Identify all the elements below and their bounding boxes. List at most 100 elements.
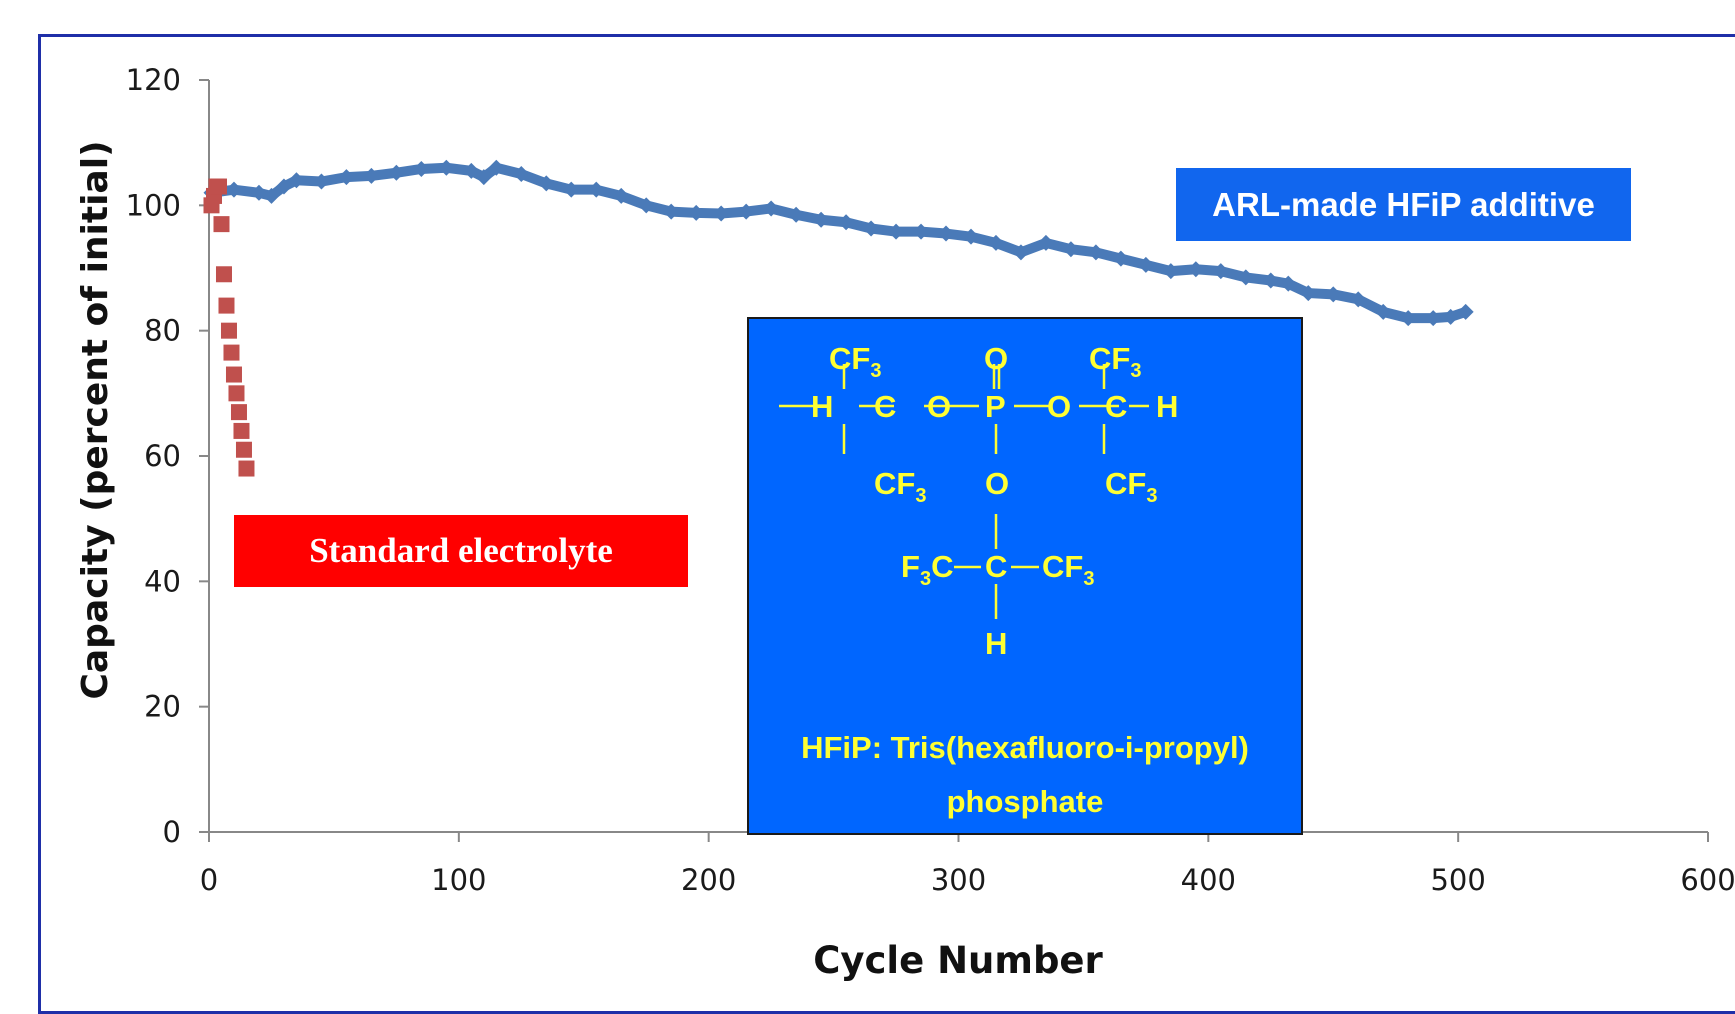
molecule-structure: CF3 O CF3 H C O P O C H CF3 O CF3 F3C C … [779,341,1178,661]
hfip-data-point [1037,234,1054,251]
standard-data-point [210,178,227,195]
atom-c-left: C [874,389,896,424]
hfip-data-point [388,164,405,181]
atom-c-right: C [1105,389,1127,424]
hfip-data-point [438,159,455,176]
hfip-data-point [1212,263,1229,280]
x-axis-title: Cycle Number [813,939,1103,982]
hfip-data-point [263,187,280,204]
molecule-caption-line1: HFiP: Tris(hexafluoro-i-propyl) [801,730,1249,765]
standard-data-point [228,385,245,402]
atom-cf3-top-left: CF [829,341,870,376]
y-tick-label: 0 [163,815,181,849]
hfip-data-point [1280,275,1297,292]
hfip-data-point [1350,291,1367,308]
atom-c-of-f3c: C [931,549,953,584]
atom-h-right: H [1156,389,1178,424]
hfip-data-point [288,172,305,189]
hfip-data-point [1300,285,1317,302]
hfip-data-point [788,206,805,223]
hfip-data-point [838,214,855,231]
hfip-data-point [488,159,505,176]
atom-subscript: 3 [870,360,881,382]
standard-data-point [235,441,252,458]
hfip-data-point [250,184,267,201]
y-tick-label: 60 [144,439,181,473]
atom-f3c-left: F [901,549,920,584]
molecule-bonds [779,364,1149,619]
hfip-data-point [1062,241,1079,258]
hfip-data-point [613,187,630,204]
atom-subscript: 3 [1083,568,1094,590]
hfip-data-point [1262,272,1279,289]
hfip-data-point [1325,286,1342,303]
hfip-data-point [863,220,880,237]
hfip-additive-label: ARL-made HFiP additive [1176,168,1631,241]
svg-text:CF3: CF3 [1105,466,1157,507]
hfip-data-point [475,169,492,186]
series-hfip [203,159,1474,327]
y-tick-label: 120 [126,63,181,97]
standard-data-point [215,266,232,283]
hfip-data-point [913,223,930,240]
standard-data-point [220,322,237,339]
hfip-data-point [413,160,430,177]
atom-cf3-far-right: CF [1042,549,1083,584]
hfip-data-point [1112,250,1129,267]
x-tick-label: 300 [931,863,986,897]
svg-text:CF3: CF3 [1089,341,1141,382]
standard-data-point [223,344,240,361]
y-axis-title: Capacity (percent of initial) [75,140,116,699]
x-tick-label: 200 [681,863,736,897]
atom-cf3-top-right: CF [1089,341,1130,376]
svg-text:CF3: CF3 [829,341,881,382]
atom-subscript: 3 [1146,485,1157,507]
atom-o-left: O [927,389,951,424]
hfip-data-point [513,166,530,182]
hfip-data-point [1442,308,1459,325]
hfip-data-point [538,175,555,192]
hfip-data-point [588,181,605,198]
standard-data-point [238,460,255,477]
hfip-data-point [1400,310,1417,327]
y-tick-label: 80 [144,314,181,348]
hfip-data-point [962,228,979,245]
hfip-data-point [738,203,755,220]
standard-data-point [218,297,235,314]
atom-cf3-bottom-left: CF [874,466,915,501]
series-standard [203,178,255,477]
hfip-data-point [1237,269,1254,286]
hfip-data-point [313,173,330,190]
atom-h-left: H [811,389,833,424]
hfip-data-point [1425,310,1442,327]
hfip-data-point [338,169,355,186]
y-tick-label: 100 [126,188,181,222]
hfip-data-point [1012,244,1029,261]
atom-o-right: O [1047,389,1071,424]
atom-o-bottom: O [985,466,1009,501]
standard-data-point [230,404,247,421]
hfip-data-point [463,162,480,179]
standard-data-point [225,366,242,383]
hfip-data-point [225,181,242,198]
hfip-data-point [987,234,1004,251]
molecule-diagram: CF3 O CF3 H C O P O C H CF3 O CF3 F3C C … [747,317,1303,835]
atom-subscript: 3 [1130,360,1141,382]
ticks: 0 100 200 300 400 500 600 0 20 40 60 80 100 120 [126,63,1735,897]
hfip-data-point [275,178,292,195]
hfip-data-point [1187,261,1204,278]
atom-subscript: 3 [915,485,926,507]
svg-text:CF3: CF3 [874,466,926,507]
hfip-data-point [1375,303,1392,320]
standard-electrolyte-label: Standard electrolyte [234,515,688,587]
standard-data-point [233,422,250,439]
hfip-data-point [1457,303,1474,320]
hfip-data-point [763,200,780,217]
hfip-data-point [938,225,955,242]
hfip-data-point [663,203,680,220]
x-tick-label: 100 [431,863,486,897]
atom-cf3-bottom-right: CF [1105,466,1146,501]
svg-text:CF3: CF3 [1042,549,1094,590]
hfip-data-point [563,181,580,198]
